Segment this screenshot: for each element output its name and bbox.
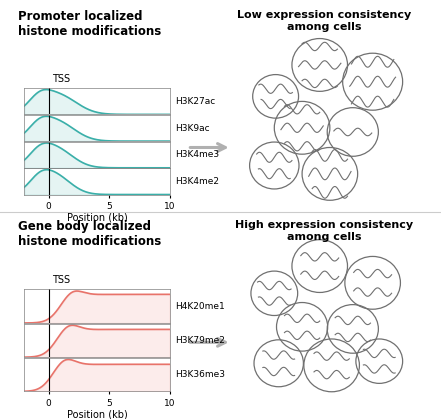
- Text: H3K36me3: H3K36me3: [176, 370, 226, 379]
- X-axis label: Position (kb): Position (kb): [67, 212, 127, 222]
- Text: Gene body localized
histone modifications: Gene body localized histone modification…: [18, 220, 161, 248]
- Text: H3K9ac: H3K9ac: [176, 124, 210, 132]
- Text: Low expression consistency
among cells: Low expression consistency among cells: [237, 10, 411, 32]
- Text: H3K27ac: H3K27ac: [176, 97, 216, 106]
- Text: TSS: TSS: [52, 275, 70, 285]
- X-axis label: Position (kb): Position (kb): [67, 409, 127, 419]
- Text: H3K79me2: H3K79me2: [176, 336, 225, 345]
- Text: H4K20me1: H4K20me1: [176, 302, 225, 311]
- Text: H3K4me2: H3K4me2: [176, 177, 220, 186]
- Text: TSS: TSS: [52, 74, 70, 84]
- Text: Promoter localized
histone modifications: Promoter localized histone modifications: [18, 10, 161, 39]
- Text: H3K4me3: H3K4me3: [176, 150, 220, 159]
- Text: High expression consistency
among cells: High expression consistency among cells: [235, 220, 413, 242]
